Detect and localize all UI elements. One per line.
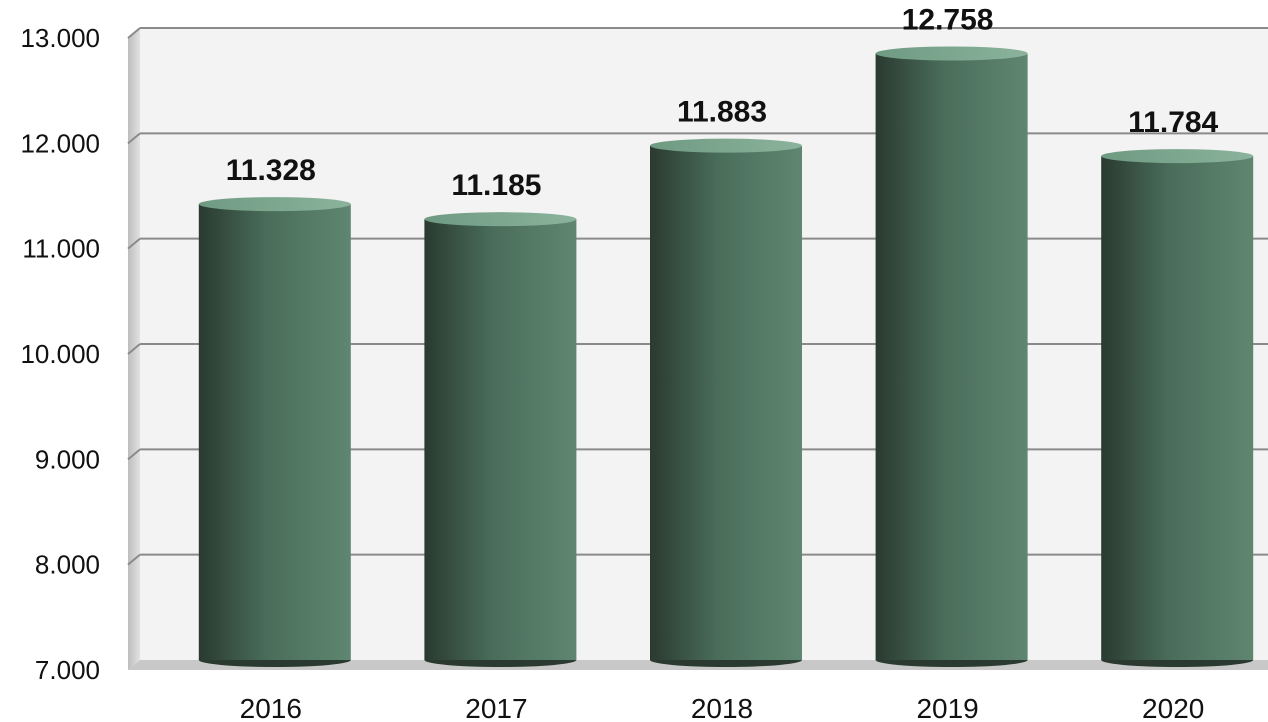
gridline-wall (127, 553, 141, 566)
bar-cap (650, 138, 802, 153)
bar-group-2020 (1101, 149, 1254, 667)
gridline-wall (127, 237, 141, 250)
bar-group-2017 (424, 212, 577, 667)
bar-group-2018 (650, 138, 802, 667)
y-tick-label: 13.000 (20, 23, 100, 53)
bar-cap (198, 197, 351, 212)
gridline-wall (127, 132, 141, 145)
y-tick-label: 12.000 (20, 128, 100, 158)
bar (1101, 156, 1254, 660)
bar-cap (1101, 149, 1254, 164)
data-label: 11.883 (677, 96, 767, 129)
gridline-wall (127, 448, 141, 461)
bar-cap (424, 212, 577, 227)
y-tick-label: 9.000 (35, 444, 100, 474)
x-tick-label: 2019 (916, 693, 978, 722)
bar-cap (875, 46, 1028, 61)
y-tick-label: 7.000 (35, 655, 100, 685)
bar (650, 145, 802, 660)
bar-group-2019 (875, 46, 1028, 667)
data-label: 11.185 (451, 169, 541, 202)
y-tick-label: 8.000 (35, 550, 100, 580)
bar-group-2016 (198, 197, 351, 667)
gridline-wall (127, 343, 141, 355)
data-label: 11.328 (226, 154, 316, 187)
bar (875, 53, 1028, 661)
bar (198, 204, 351, 660)
x-tick-label: 2016 (240, 693, 302, 722)
x-tick-label: 2018 (691, 693, 753, 722)
data-label: 11.784 (1128, 106, 1218, 139)
x-tick-label: 2017 (465, 693, 527, 722)
x-tick-label: 2020 (1142, 693, 1204, 722)
y-tick-label: 11.000 (22, 234, 100, 264)
gridline-wall (127, 27, 141, 39)
bar (424, 219, 577, 660)
data-label: 12.758 (902, 3, 994, 36)
y-tick-label: 10.000 (20, 339, 100, 369)
